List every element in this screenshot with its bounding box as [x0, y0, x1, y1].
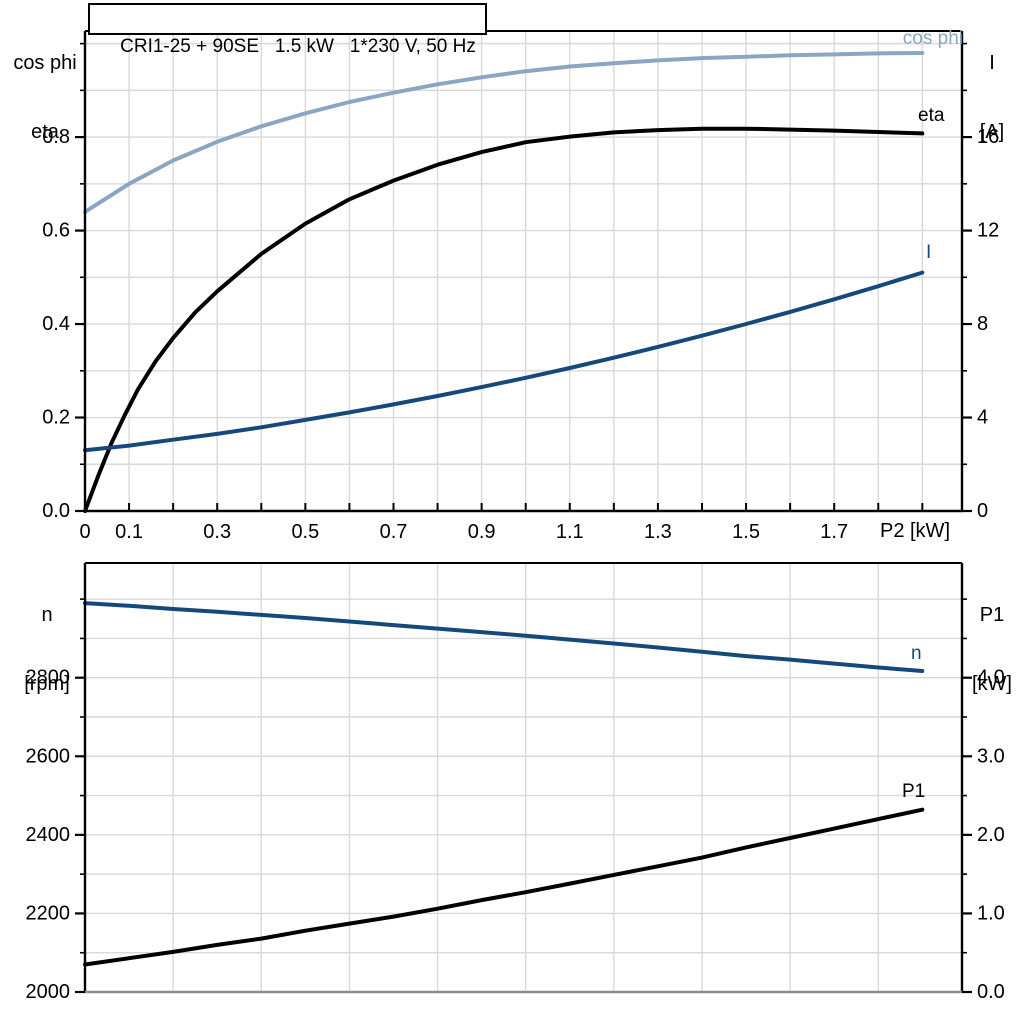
tick-label-right: 8: [977, 313, 988, 335]
left-axis-title-line2: [rpm]: [24, 673, 70, 695]
curve-label-eta: eta: [918, 105, 945, 126]
right-axis-title-line2: [A]: [979, 121, 1005, 143]
tick-label-right: 16: [977, 126, 999, 148]
tick-label-left: 2200: [26, 902, 71, 924]
curve-label-i: I: [926, 242, 932, 263]
left-axis-title-line2: eta: [31, 121, 59, 143]
tick-label-left: 0.6: [42, 220, 70, 242]
curve-label-cos-phi: cos phi: [902, 28, 963, 49]
tick-label-right: 4: [977, 407, 988, 429]
tick-label-x: 1.5: [732, 521, 760, 543]
tick-label-right: 4.0: [977, 667, 1005, 689]
x-axis-title: P2 [kW]: [879, 520, 950, 542]
bottom-chart-left-axis-title: n [rpm]: [6, 558, 88, 742]
curve-n: [83, 601, 925, 673]
tick-label-left: 0.8: [42, 126, 70, 148]
tick-label-x: 0.9: [468, 521, 496, 543]
left-axis-title-line1: n: [41, 604, 53, 626]
tick-label-x: 0.3: [203, 521, 231, 543]
bottom-chart-right-axis-title: P1 [kW]: [964, 558, 1020, 742]
right-axis-title-line1: P1: [979, 604, 1005, 626]
tick-label-x: 1.3: [644, 521, 672, 543]
tick-label-right: 1.0: [977, 902, 1005, 924]
curve-label-n: n: [911, 643, 922, 664]
tick-label-x: 0.7: [380, 521, 408, 543]
right-axis-title-line1: I: [989, 52, 995, 74]
curve-eta: [83, 126, 925, 513]
tick-label-left: 0.2: [42, 407, 70, 429]
chart-title-box: CRI1-25 + 90SE 1.5 kW 1*230 V, 50 Hz: [88, 3, 487, 57]
tick-label-left: 2000: [26, 981, 71, 1003]
curve-cos-phi: [83, 51, 925, 214]
tick-label-x: 0.1: [115, 521, 143, 543]
tick-label-right: 12: [977, 220, 999, 242]
right-axis-title-line2: [kW]: [972, 673, 1012, 695]
tick-label-right: 3.0: [977, 745, 1005, 767]
tick-label-x: 1.7: [820, 521, 848, 543]
chart-title: CRI1-25 + 90SE 1.5 kW 1*230 V, 50 Hz: [120, 36, 476, 57]
curve-label-p1: P1: [902, 781, 926, 802]
tick-label-left: 2800: [26, 667, 71, 689]
tick-label-left: 2400: [26, 824, 71, 846]
tick-label-left: 2600: [26, 745, 71, 767]
left-axis-title-line1: cos phi: [13, 52, 77, 74]
curve-p1: [83, 807, 925, 967]
curve-i: [83, 270, 925, 453]
tick-label-x: 0.5: [291, 521, 319, 543]
tick-label-x: 0: [79, 521, 90, 543]
top-chart-right-axis-title: I [A]: [966, 6, 1018, 190]
top-chart-left-axis-title: cos phi eta: [4, 6, 86, 190]
tick-label-right: 0: [977, 500, 988, 522]
tick-label-x: 1.1: [556, 521, 584, 543]
tick-label-left: 0.4: [42, 313, 70, 335]
tick-label-right: 2.0: [977, 824, 1005, 846]
tick-label-right: 0.0: [977, 981, 1005, 1003]
tick-label-left: 0.0: [42, 500, 70, 522]
